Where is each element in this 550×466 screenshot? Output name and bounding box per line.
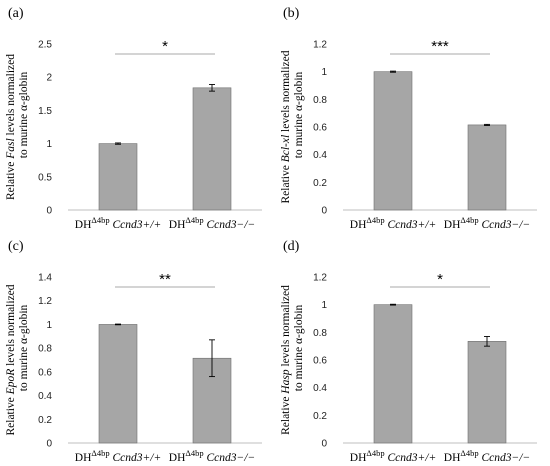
y-axis-label-line2: to murine α-globin: [18, 71, 30, 158]
bar: [373, 304, 413, 444]
y-tick-label: 0.8: [313, 95, 327, 106]
y-tick-label: 1.5: [38, 106, 52, 117]
bar-chart: 0 0.2 0.4 0.6 0.8 1 1.2 1.4 ** DHΔ4bp Ccnd3+/+ DHΔ…: [5, 271, 262, 464]
y-axis-label-line2: to murine α-globin: [293, 71, 305, 158]
chart-panel-b: (b) 0 0.2 0.4 0.6 0.8 1 1.2 *** DHΔ4bp Ccnd3+/+ D…: [275, 0, 550, 233]
bar: [192, 87, 232, 211]
bar: [373, 71, 413, 211]
y-tick-label: 1: [321, 67, 327, 78]
y-axis-label-line2: to murine α-globin: [293, 304, 305, 391]
panel-label: (c): [8, 239, 24, 254]
panel-label: (d): [283, 239, 300, 254]
y-tick-label: 2.5: [38, 40, 52, 51]
y-tick-label: 0.4: [313, 150, 327, 161]
y-tick-label: 1: [46, 320, 52, 331]
significance-label: **: [159, 271, 171, 288]
y-axis-label: Relative EpoR levels normalized: [5, 284, 17, 435]
y-axis-label: Relative Fasl levels normalized: [5, 54, 17, 200]
y-tick-label: 1.2: [313, 40, 327, 51]
chart-panel-a: (a) 0 0.5 1 1.5 2 2.5 * DHΔ4bp Ccnd3+/+ DHΔ4bp C…: [0, 0, 275, 233]
bar-chart: 0 0.2 0.4 0.6 0.8 1 1.2 *** DHΔ4bp Ccnd3+/+ DHΔ4b…: [280, 38, 537, 231]
y-tick-label: 0.8: [313, 328, 327, 339]
y-tick-label: 2: [46, 73, 52, 84]
x-category-label: DHΔ4bp Ccnd3+/+: [350, 215, 436, 231]
y-tick-label: 1.4: [38, 273, 52, 284]
y-tick-label: 0.4: [313, 383, 327, 394]
y-tick-label: 0: [321, 206, 327, 217]
x-category-label: DHΔ4bp Ccnd3+/+: [75, 448, 161, 464]
y-axis-label-line2: to murine α-globin: [18, 304, 30, 391]
y-tick-label: 1.2: [38, 296, 52, 307]
x-category-label: DHΔ4bp Ccnd3−/−: [444, 448, 530, 464]
y-tick-label: 0.2: [313, 178, 327, 189]
x-category-label: DHΔ4bp Ccnd3+/+: [350, 448, 436, 464]
significance-label: ***: [431, 38, 449, 55]
y-tick-label: 0.2: [38, 415, 52, 426]
bar: [98, 324, 138, 444]
y-tick-label: 0.4: [38, 391, 52, 402]
y-tick-label: 1: [321, 300, 327, 311]
y-axis-label: Relative Bcl-xl levels normalized: [280, 50, 292, 203]
y-tick-label: 0.2: [313, 411, 327, 422]
panel-label: (b): [283, 6, 300, 21]
x-category-label: DHΔ4bp Ccnd3−/−: [444, 215, 530, 231]
bar-chart: 0 0.2 0.4 0.6 0.8 1 1.2 * DHΔ4bp Ccnd3+/+ DHΔ4bp …: [280, 271, 537, 464]
y-tick-label: 1.2: [313, 273, 327, 284]
x-category-label: DHΔ4bp Ccnd3−/−: [169, 215, 255, 231]
y-tick-label: 0: [46, 206, 52, 217]
bar: [467, 124, 507, 211]
x-category-label: DHΔ4bp Ccnd3−/−: [169, 448, 255, 464]
bar: [467, 341, 507, 444]
y-tick-label: 0: [321, 439, 327, 450]
significance-label: *: [162, 38, 168, 55]
chart-panel-c: (c) 0 0.2 0.4 0.6 0.8 1 1.2 1.4 ** DHΔ4bp Ccnd3+/…: [0, 233, 275, 466]
y-tick-label: 0.6: [313, 123, 327, 134]
bar-chart: 0 0.5 1 1.5 2 2.5 * DHΔ4bp Ccnd3+/+ DHΔ4bp Ccnd3…: [5, 38, 262, 231]
x-category-label: DHΔ4bp Ccnd3+/+: [75, 215, 161, 231]
significance-label: *: [437, 271, 443, 288]
y-tick-label: 0: [46, 439, 52, 450]
bar: [98, 143, 138, 211]
y-tick-label: 0.5: [38, 172, 52, 183]
y-tick-label: 0.6: [38, 367, 52, 378]
y-tick-label: 1: [46, 139, 52, 150]
y-tick-label: 0.8: [38, 344, 52, 355]
panel-label: (a): [8, 6, 24, 21]
y-tick-label: 0.6: [313, 356, 327, 367]
y-axis-label: Relative Hasp levels normalized: [280, 285, 292, 435]
chart-panel-d: (d) 0 0.2 0.4 0.6 0.8 1 1.2 * DHΔ4bp Ccnd3+/+ DHΔ…: [275, 233, 550, 466]
